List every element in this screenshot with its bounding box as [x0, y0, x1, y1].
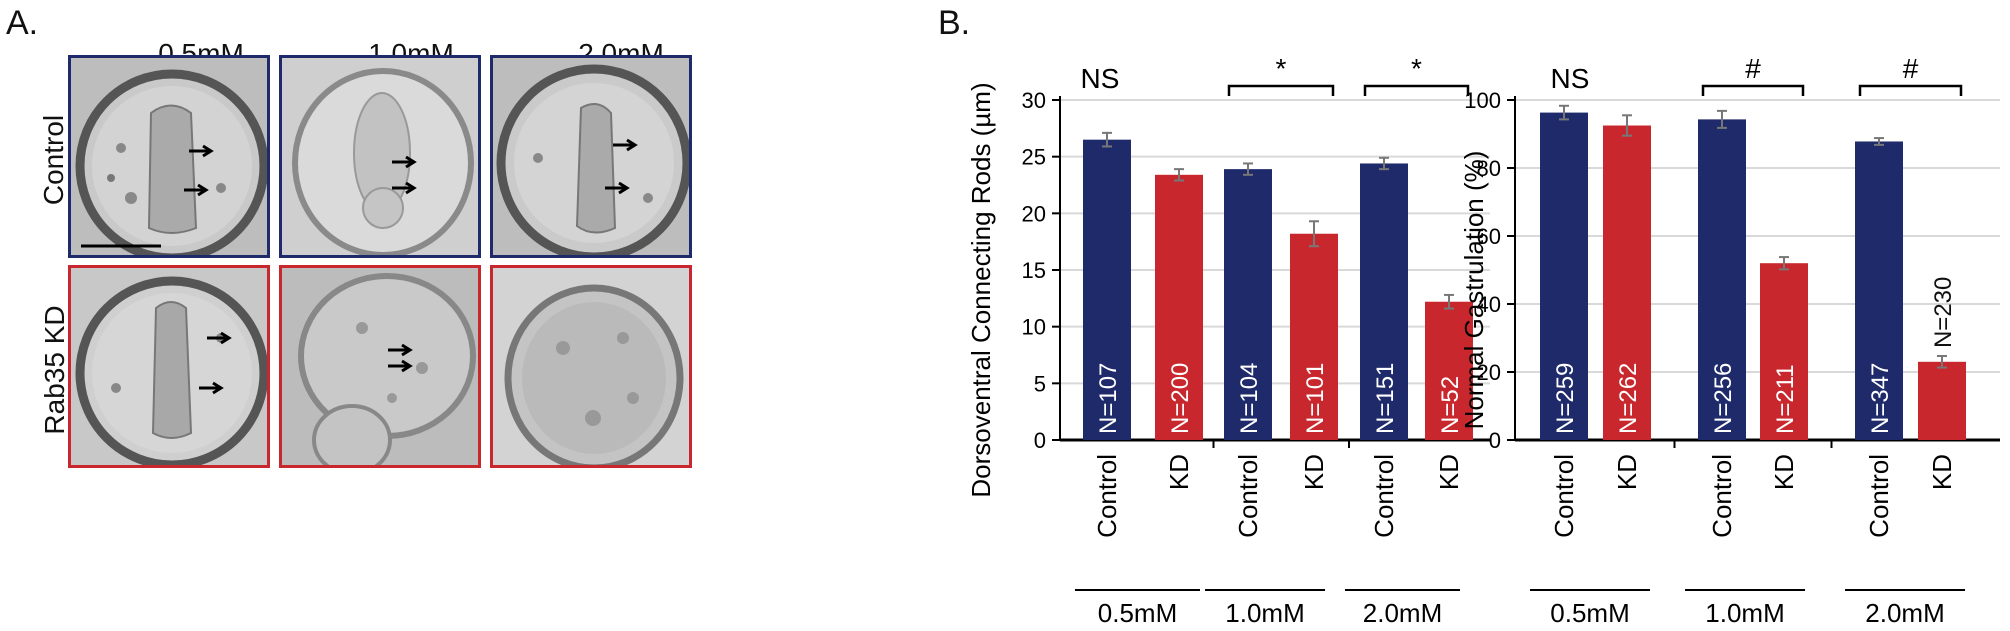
chart1-bar-control [1083, 139, 1131, 440]
panel-a-label: A. [6, 4, 39, 42]
chart1-category-label: KD [1299, 454, 1329, 490]
chart2-significance-label: NS [1551, 63, 1590, 94]
chart1-y-tick-label: 20 [1022, 201, 1046, 226]
chart2-group-label: 0.5mM [1550, 598, 1629, 628]
chart1-category-label: Control [1233, 454, 1263, 538]
chart1-n-label: N=107 [1095, 363, 1122, 434]
chart1-category-label: Control [1092, 454, 1122, 538]
micrograph-kd-2-0mm [490, 265, 692, 468]
chart1-y-tick-label: 15 [1022, 258, 1046, 283]
chart2-y-tick-label: 40 [1477, 292, 1501, 317]
chart1-n-label: N=101 [1302, 363, 1329, 434]
chart2-category-label: KD [1612, 454, 1642, 490]
chart1-n-label: N=52 [1437, 376, 1464, 434]
chart1-category-label: KD [1164, 454, 1194, 490]
chart1-n-label: N=104 [1236, 363, 1263, 434]
chart2-significance-bracket [1701, 84, 1805, 96]
chart2-y-axis-label: Normal Gastrulation (%) [1459, 151, 1489, 430]
micrograph-control-0-5mm [68, 55, 270, 258]
chart1-y-tick-label: 5 [1034, 371, 1046, 396]
chart2-y-tick-label: 60 [1477, 224, 1501, 249]
chart2-significance-bracket [1858, 84, 1963, 96]
chart2-category-label: Control [1549, 454, 1579, 538]
chart2-n-label: N=347 [1867, 363, 1894, 434]
chart1-bar-control [1360, 163, 1408, 440]
chart2-y-tick-label: 0 [1489, 428, 1501, 453]
chart1-significance-bracket [1227, 84, 1335, 96]
chart1-category-label: KD [1434, 454, 1464, 490]
chart2-significance-label: # [1903, 53, 1919, 84]
chart1-significance-label: * [1276, 53, 1287, 84]
chart2-bar-control [1698, 119, 1746, 440]
micrograph-kd-0-5mm [68, 265, 270, 468]
micrograph-kd-1-0mm [279, 265, 481, 468]
chart1-n-label: N=151 [1372, 363, 1399, 434]
chart1-y-tick-label: 25 [1022, 145, 1046, 170]
chart1-y-tick-label: 0 [1034, 428, 1046, 453]
chart1-y-tick-label: 30 [1022, 88, 1046, 113]
chart2-category-label: Control [1707, 454, 1737, 538]
chart1-bar-kd [1290, 233, 1338, 440]
chart1-y-axis-label: Dorsoventral Connecting Rods (µm) [966, 82, 996, 497]
chart2-n-label: N=256 [1710, 363, 1737, 434]
chart2-n-label: N=259 [1552, 363, 1579, 434]
chart2-bar-control [1855, 141, 1903, 441]
chart2-y-tick-label: 100 [1464, 88, 1501, 113]
chart2-bar-control [1540, 112, 1588, 440]
chart2-significance-label: # [1745, 53, 1761, 84]
micrograph-control-1-0mm [279, 55, 481, 258]
chart1-n-label: N=200 [1167, 363, 1194, 434]
chart2-group-label: 2.0mM [1865, 598, 1944, 628]
chart2-n-label: N=262 [1615, 363, 1642, 434]
chart2-bar-kd [1918, 361, 1966, 440]
chart1-y-tick-label: 10 [1022, 315, 1046, 340]
chart2-group-label: 1.0mM [1705, 598, 1784, 628]
chart1-group-label: 2.0mM [1363, 598, 1442, 628]
chart2-y-tick-label: 20 [1477, 360, 1501, 385]
chart1-bar-control [1224, 169, 1272, 440]
chart2-y-tick-label: 80 [1477, 156, 1501, 181]
chart1-bar-kd [1155, 174, 1203, 441]
chart1-significance-bracket [1363, 84, 1470, 96]
chart1-bar-kd [1425, 301, 1473, 440]
chart1-category-label: Control [1369, 454, 1399, 538]
chart2-bar-kd [1603, 125, 1651, 440]
panel-b-label: B. [938, 4, 971, 42]
chart1-significance-label: NS [1081, 63, 1120, 94]
chart2-bar-kd [1760, 263, 1808, 440]
chart2-n-label: N=211 [1772, 364, 1799, 434]
chart2-category-label: Control [1864, 454, 1894, 538]
chart2-n-label: N=230 [1930, 277, 1957, 348]
chart1-group-label: 1.0mM [1225, 598, 1304, 628]
chart1-group-label: 0.5mM [1098, 598, 1177, 628]
chart1-significance-label: * [1411, 53, 1422, 84]
chart2-category-label: KD [1769, 454, 1799, 490]
micrograph-control-2-0mm [490, 55, 692, 258]
chart2-category-label: KD [1927, 454, 1957, 490]
